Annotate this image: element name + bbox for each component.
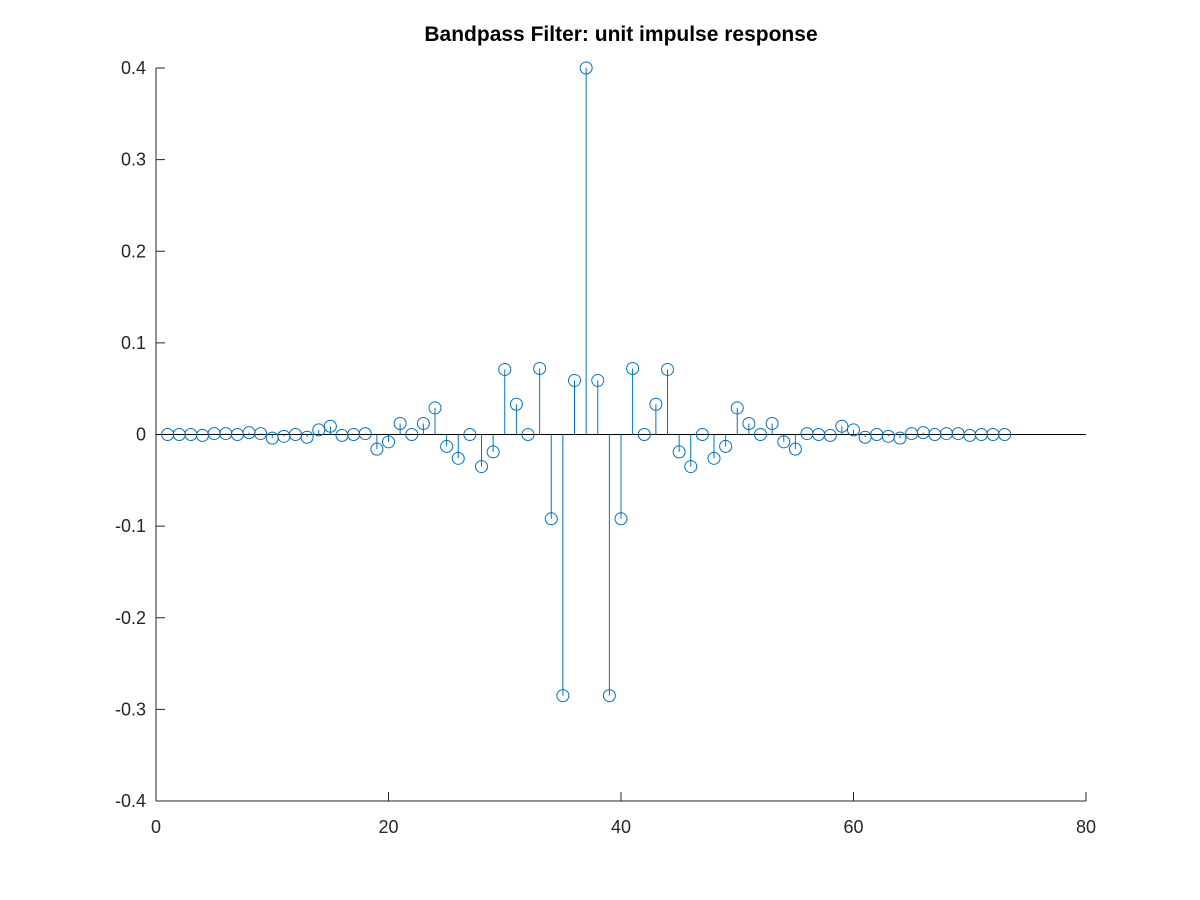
stem-marker [475, 460, 488, 474]
y-tick-label: -0.1 [115, 516, 146, 536]
stem-marker [695, 428, 709, 441]
stem-marker [672, 445, 686, 459]
stem-marker [509, 397, 523, 411]
x-tick-label: 60 [843, 817, 863, 837]
stem-marker [405, 428, 419, 441]
stem-marker [323, 419, 337, 433]
stem-marker [719, 439, 733, 453]
stem-marker [254, 427, 268, 441]
stem-marker [684, 460, 698, 474]
stem-marker [416, 417, 430, 431]
stem-marker [602, 689, 616, 703]
stem-marker [788, 442, 802, 456]
stem-marker [754, 428, 767, 441]
stem-marker [649, 397, 663, 411]
stem-marker [730, 401, 744, 415]
stem-marker [393, 417, 407, 431]
stem-marker [498, 362, 512, 376]
stem-marker [556, 689, 570, 703]
stem-marker [440, 439, 454, 453]
stem-marker [742, 417, 756, 431]
x-tick-label: 80 [1076, 817, 1096, 837]
stem-marker [765, 417, 779, 431]
stem-marker [486, 445, 500, 459]
x-tick-label: 0 [151, 817, 161, 837]
stem-marker [382, 435, 395, 449]
stem-marker [451, 451, 465, 465]
plot-area [156, 61, 1086, 703]
stem-marker [998, 428, 1012, 441]
stem-marker [777, 435, 791, 449]
stem-marker [893, 431, 907, 445]
stem-marker [707, 451, 721, 465]
x-tick-label: 40 [611, 817, 631, 837]
y-tick-label: -0.2 [115, 608, 146, 628]
stem-marker [533, 362, 547, 376]
stem-marker [544, 512, 558, 526]
stem-marker [428, 401, 442, 415]
y-tick-label: -0.3 [115, 699, 146, 719]
stem-marker [312, 423, 326, 437]
stem-marker [835, 419, 849, 433]
stem-marker [626, 362, 640, 376]
stem-marker [591, 373, 605, 387]
stem-marker [568, 373, 581, 387]
stem-marker [370, 442, 384, 456]
axes: -0.4 -0.3 -0.2 -0.1 0 0.1 0.2 0.3 0.4 0 20 40 60 80 [115, 58, 1096, 837]
y-tick-label: 0.4 [121, 58, 146, 78]
y-tick-label: 0.1 [121, 333, 146, 353]
stem-marker [358, 427, 372, 441]
y-tick-label: 0 [136, 425, 146, 445]
stem-marker [521, 428, 535, 441]
y-tick-label: 0.3 [121, 150, 146, 170]
stem-marker [463, 428, 477, 441]
stem-marker [300, 430, 314, 444]
stem-marker [637, 428, 651, 441]
x-tick-label: 20 [378, 817, 398, 837]
y-tick-label: -0.4 [115, 791, 146, 811]
stem-marker [661, 362, 674, 376]
stem-marker [579, 61, 593, 75]
stem-marker [847, 423, 860, 437]
chart-title: Bandpass Filter: unit impulse response [424, 23, 817, 46]
stem-marker [614, 512, 628, 526]
y-tick-label: 0.2 [121, 241, 146, 261]
stem-marker [823, 428, 837, 442]
